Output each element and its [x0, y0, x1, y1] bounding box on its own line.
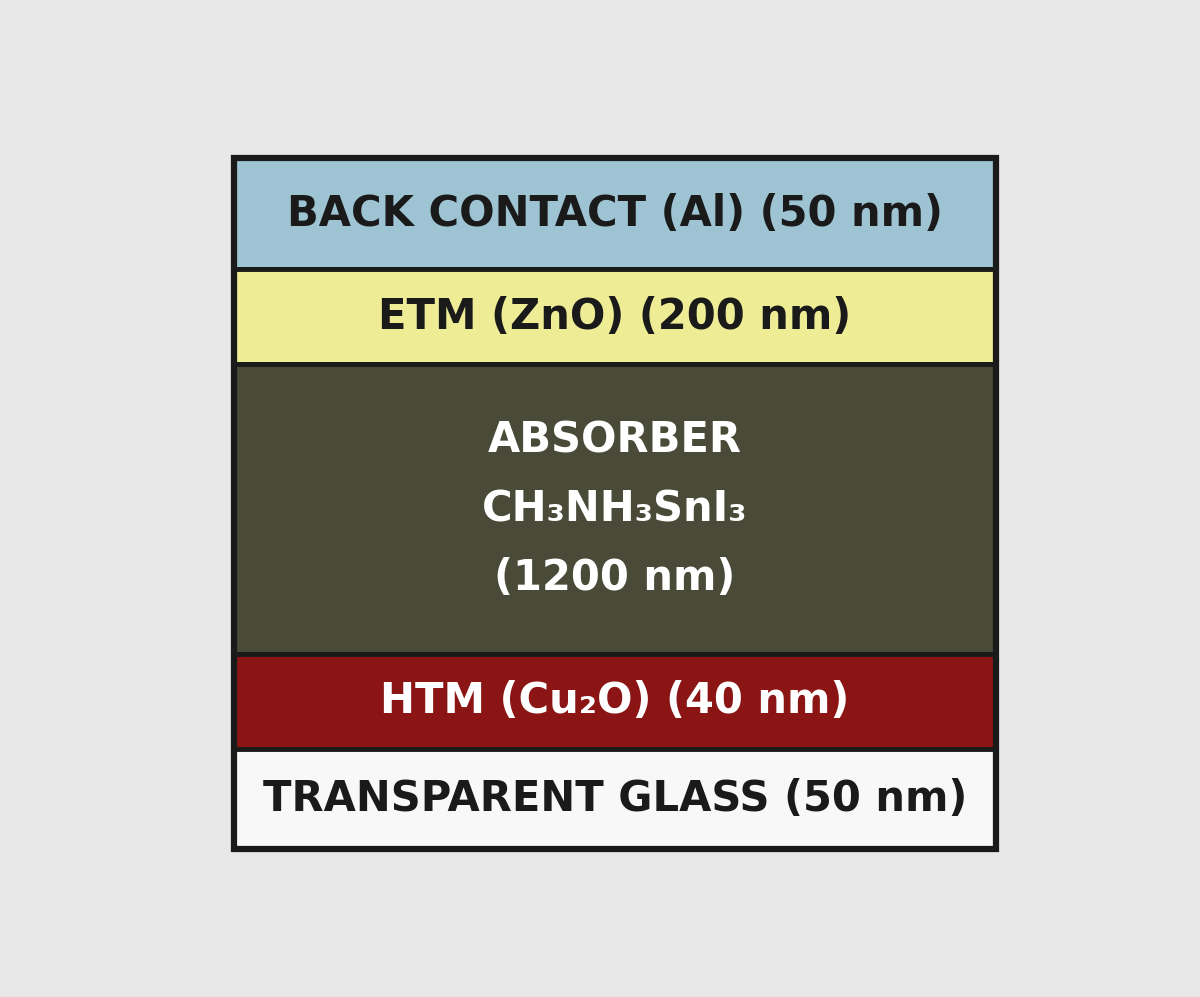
Bar: [234, 749, 996, 849]
Bar: [234, 364, 996, 654]
Bar: [234, 269, 996, 364]
Text: TRANSPARENT GLASS (50 nm): TRANSPARENT GLASS (50 nm): [263, 778, 967, 820]
Bar: [234, 654, 996, 749]
Text: ABSORBER: ABSORBER: [488, 419, 742, 461]
Text: (1200 nm): (1200 nm): [494, 557, 736, 599]
Text: CH₃NH₃SnI₃: CH₃NH₃SnI₃: [482, 489, 748, 530]
Bar: [234, 159, 996, 849]
Bar: [234, 159, 996, 269]
Text: BACK CONTACT (Al) (50 nm): BACK CONTACT (Al) (50 nm): [287, 192, 943, 234]
Text: HTM (Cu₂O) (40 nm): HTM (Cu₂O) (40 nm): [380, 680, 850, 722]
Text: ETM (ZnO) (200 nm): ETM (ZnO) (200 nm): [378, 296, 852, 338]
